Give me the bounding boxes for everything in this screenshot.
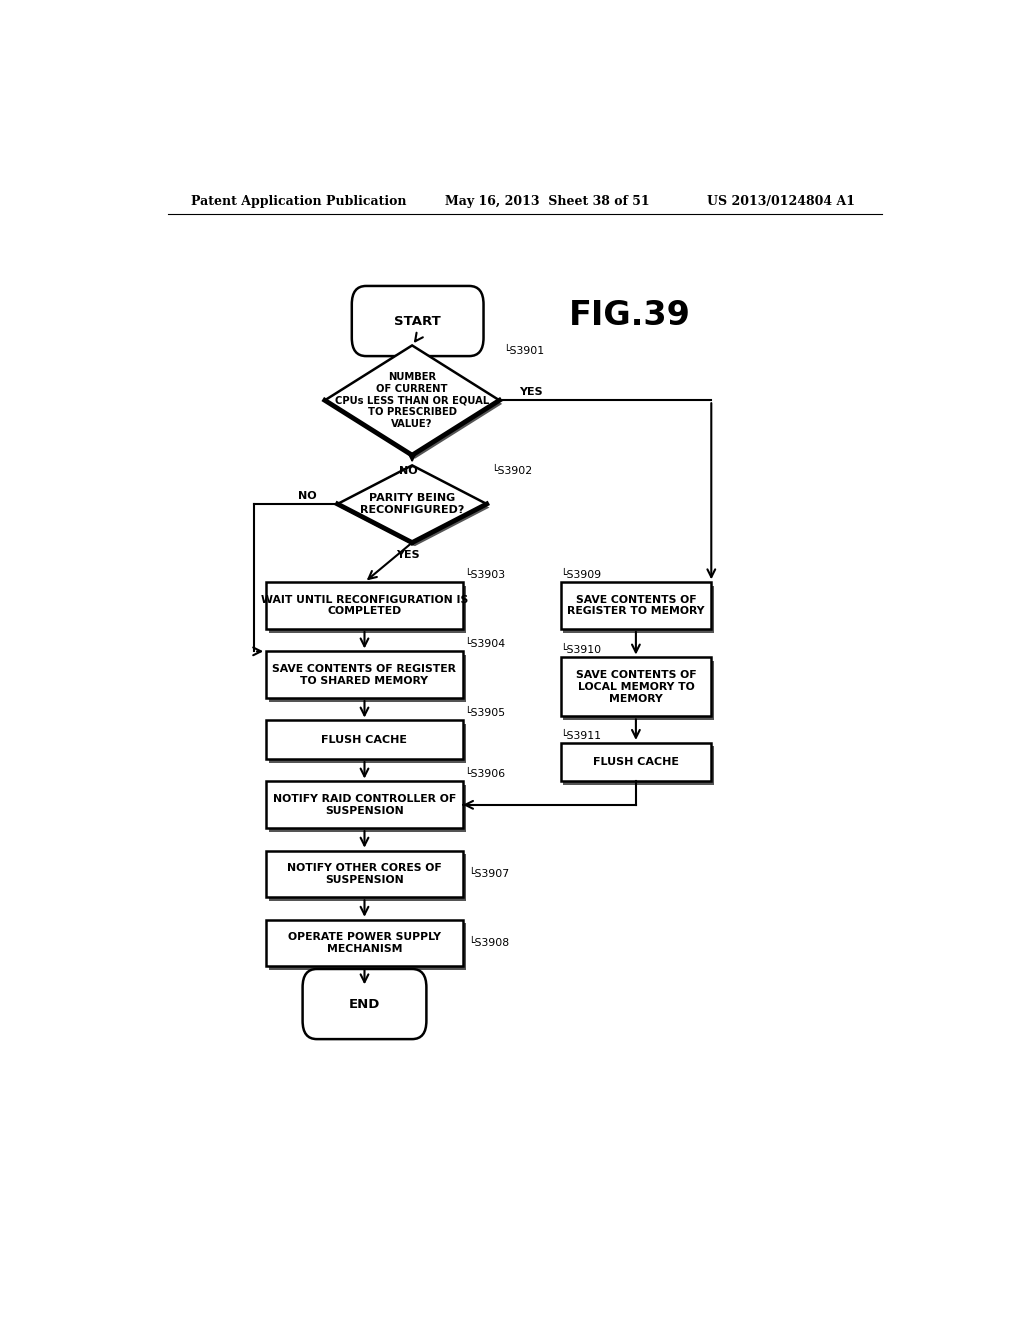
Polygon shape bbox=[563, 746, 714, 785]
Polygon shape bbox=[266, 721, 463, 759]
Text: └S3907: └S3907 bbox=[468, 869, 509, 879]
Polygon shape bbox=[266, 920, 463, 966]
Text: NO: NO bbox=[398, 466, 418, 477]
Polygon shape bbox=[269, 785, 466, 832]
Text: START: START bbox=[394, 314, 441, 327]
Polygon shape bbox=[269, 854, 466, 900]
Polygon shape bbox=[338, 466, 486, 543]
FancyBboxPatch shape bbox=[352, 286, 483, 356]
Text: FLUSH CACHE: FLUSH CACHE bbox=[322, 735, 408, 744]
Text: NOTIFY OTHER CORES OF
SUSPENSION: NOTIFY OTHER CORES OF SUSPENSION bbox=[287, 863, 442, 884]
Polygon shape bbox=[563, 661, 714, 719]
Text: SAVE CONTENTS OF
LOCAL MEMORY TO
MEMORY: SAVE CONTENTS OF LOCAL MEMORY TO MEMORY bbox=[575, 671, 696, 704]
Text: └S3906: └S3906 bbox=[465, 770, 506, 779]
Text: FLUSH CACHE: FLUSH CACHE bbox=[593, 758, 679, 767]
Text: └S3909: └S3909 bbox=[560, 570, 602, 581]
Text: SAVE CONTENTS OF REGISTER
TO SHARED MEMORY: SAVE CONTENTS OF REGISTER TO SHARED MEMO… bbox=[272, 664, 457, 685]
Polygon shape bbox=[266, 582, 463, 630]
Polygon shape bbox=[560, 582, 712, 630]
Text: END: END bbox=[349, 998, 380, 1011]
Polygon shape bbox=[328, 348, 502, 459]
Text: └S3904: └S3904 bbox=[465, 639, 506, 649]
Polygon shape bbox=[266, 850, 463, 898]
Text: YES: YES bbox=[396, 550, 420, 560]
Text: FIG.39: FIG.39 bbox=[568, 300, 690, 333]
Polygon shape bbox=[340, 469, 489, 546]
Polygon shape bbox=[266, 781, 463, 828]
Text: YES: YES bbox=[519, 387, 543, 397]
Text: NO: NO bbox=[298, 491, 316, 500]
Polygon shape bbox=[560, 743, 712, 781]
Polygon shape bbox=[269, 586, 466, 632]
Polygon shape bbox=[266, 651, 463, 698]
Text: OPERATE POWER SUPPLY
MECHANISM: OPERATE POWER SUPPLY MECHANISM bbox=[288, 932, 441, 954]
Text: US 2013/0124804 A1: US 2013/0124804 A1 bbox=[708, 194, 855, 207]
Polygon shape bbox=[269, 655, 466, 702]
Text: └S3903: └S3903 bbox=[465, 570, 506, 581]
Text: NUMBER
OF CURRENT
CPUs LESS THAN OR EQUAL
TO PRESCRIBED
VALUE?: NUMBER OF CURRENT CPUs LESS THAN OR EQUA… bbox=[335, 372, 489, 429]
Polygon shape bbox=[325, 346, 500, 455]
Text: └S3910: └S3910 bbox=[560, 645, 602, 656]
Text: └S3908: └S3908 bbox=[468, 939, 509, 948]
FancyBboxPatch shape bbox=[303, 969, 426, 1039]
Text: SAVE CONTENTS OF
REGISTER TO MEMORY: SAVE CONTENTS OF REGISTER TO MEMORY bbox=[567, 595, 705, 616]
Text: NOTIFY RAID CONTROLLER OF
SUSPENSION: NOTIFY RAID CONTROLLER OF SUSPENSION bbox=[272, 795, 456, 816]
Text: PARITY BEING
RECONFIGURED?: PARITY BEING RECONFIGURED? bbox=[359, 494, 464, 515]
Text: └S3911: └S3911 bbox=[560, 731, 601, 741]
Text: └S3902: └S3902 bbox=[490, 466, 531, 475]
Text: May 16, 2013  Sheet 38 of 51: May 16, 2013 Sheet 38 of 51 bbox=[445, 194, 650, 207]
Text: └S3901: └S3901 bbox=[504, 346, 545, 355]
Polygon shape bbox=[269, 725, 466, 763]
Text: WAIT UNTIL RECONFIGURATION IS
COMPLETED: WAIT UNTIL RECONFIGURATION IS COMPLETED bbox=[261, 595, 468, 616]
Text: Patent Application Publication: Patent Application Publication bbox=[191, 194, 407, 207]
Polygon shape bbox=[269, 923, 466, 970]
Text: └S3905: └S3905 bbox=[465, 709, 506, 718]
Polygon shape bbox=[563, 586, 714, 632]
Polygon shape bbox=[560, 657, 712, 717]
